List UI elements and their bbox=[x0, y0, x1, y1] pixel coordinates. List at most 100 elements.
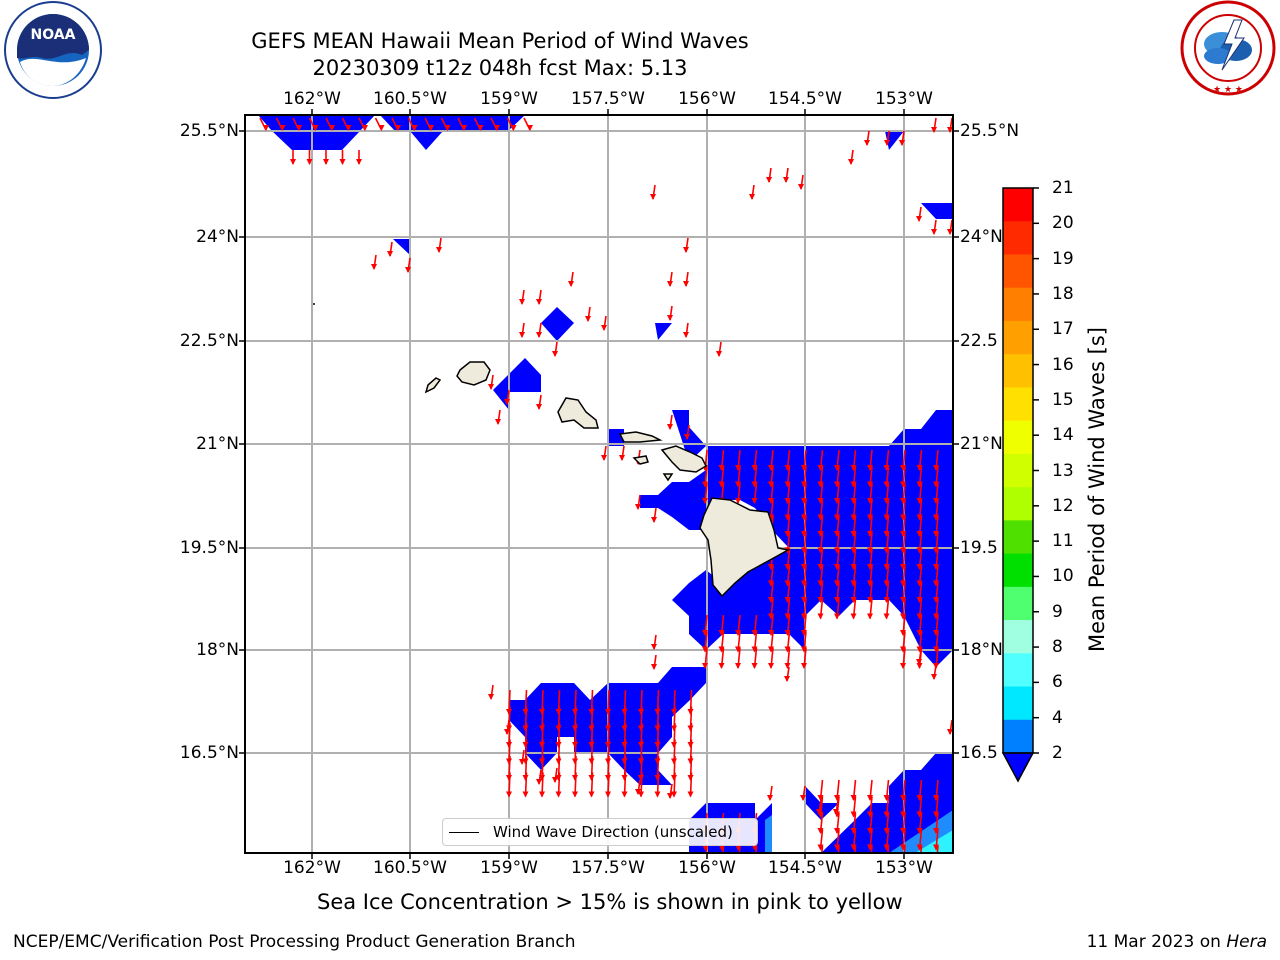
wind-wave-arrow bbox=[523, 117, 533, 131]
wind-wave-arrow bbox=[519, 289, 525, 305]
colorbar-extend-arrow bbox=[1001, 752, 1035, 783]
wind-wave-arrow bbox=[833, 799, 839, 815]
wind-wave-arrow bbox=[883, 598, 890, 620]
island-land bbox=[557, 397, 599, 429]
colorbar-swatch bbox=[1003, 719, 1033, 754]
wind-wave-arrow bbox=[947, 719, 953, 735]
wind-wave-arrow bbox=[374, 117, 385, 131]
wave-field-region bbox=[885, 131, 904, 150]
wind-wave-arrow bbox=[651, 634, 657, 650]
lat-tick-label-right: 18°N bbox=[960, 640, 1003, 660]
wind-wave-arrow bbox=[405, 257, 411, 273]
plot-frame bbox=[244, 114, 954, 854]
colorbar-tick-label: 14 bbox=[1052, 425, 1074, 446]
wind-wave-arrow bbox=[555, 772, 562, 798]
lon-tick-label-bottom: 159°W bbox=[480, 858, 538, 878]
wind-wave-arrow bbox=[621, 772, 628, 798]
lon-tick-label-bottom: 162°W bbox=[283, 858, 341, 878]
wind-wave-arrow bbox=[424, 117, 434, 131]
wind-wave-arrow bbox=[339, 150, 346, 165]
lon-tick-label-top: 153°W bbox=[875, 89, 933, 109]
wind-wave-arrow bbox=[684, 424, 690, 440]
wind-wave-arrow bbox=[619, 445, 625, 461]
island-land bbox=[456, 361, 491, 386]
lon-tick-label-bottom: 160.5°W bbox=[373, 858, 447, 878]
island-dot bbox=[313, 303, 315, 305]
footer-host: Hera bbox=[1226, 932, 1267, 952]
wind-wave-arrow bbox=[867, 598, 873, 620]
wind-wave-arrow bbox=[751, 647, 758, 669]
wind-wave-arrow bbox=[601, 445, 607, 461]
wind-wave-arrow bbox=[488, 374, 494, 390]
noaa-logo-text: NOAA bbox=[31, 27, 76, 43]
wind-wave-arrow bbox=[667, 414, 673, 430]
wind-wave-arrow bbox=[931, 219, 937, 235]
lon-tick-label-bottom: 154.5°W bbox=[768, 858, 842, 878]
wind-wave-arrow bbox=[931, 117, 937, 133]
wind-wave-arrow bbox=[801, 647, 807, 669]
wind-wave-arrow bbox=[768, 647, 774, 669]
colorbar-tick-label: 15 bbox=[1052, 389, 1074, 410]
wind-wave-arrow bbox=[325, 117, 335, 131]
wind-wave-arrow bbox=[407, 117, 418, 131]
colorbar-tick-label: 8 bbox=[1052, 637, 1063, 658]
colorbar-swatch bbox=[1003, 553, 1033, 588]
wind-wave-arrow bbox=[436, 237, 442, 253]
lat-tick-label-left: 16.5°N bbox=[179, 743, 239, 763]
wind-wave-arrow bbox=[490, 117, 500, 131]
wind-wave-arrow bbox=[522, 772, 529, 798]
wind-wave-arrow bbox=[798, 174, 804, 190]
lon-tick-label-bottom: 157.5°W bbox=[571, 858, 645, 878]
wind-wave-arrow bbox=[903, 845, 906, 853]
colorbar-swatch bbox=[1003, 586, 1033, 621]
colorbar-swatch bbox=[1003, 420, 1033, 455]
wind-wave-arrow bbox=[536, 394, 542, 410]
colorbar-swatch bbox=[1003, 254, 1033, 289]
wind-wave-arrow bbox=[702, 647, 708, 669]
lat-tick-label-right: 24°N bbox=[960, 227, 1003, 247]
wind-wave-arrow bbox=[341, 117, 352, 131]
wind-wave-arrow bbox=[650, 184, 656, 200]
wind-wave-arrow bbox=[504, 389, 510, 405]
wind-wave-arrow bbox=[848, 149, 854, 165]
wind-wave-arrow bbox=[683, 322, 689, 338]
lat-tick-label-left: 19.5°N bbox=[179, 538, 239, 558]
wind-wave-arrow bbox=[817, 598, 824, 620]
ice-caption: Sea Ice Concentration > 15% is shown in … bbox=[317, 890, 903, 914]
svg-text:★ ★ ★: ★ ★ ★ bbox=[1213, 85, 1243, 95]
lat-tick-label-left: 18°N bbox=[196, 640, 239, 660]
wave-field-region bbox=[493, 358, 541, 410]
lon-tick-label-top: 160.5°W bbox=[373, 89, 447, 109]
chart-subtitle: 20230309 t12z 048h fcst Max: 5.13 bbox=[312, 56, 688, 80]
wind-wave-arrow bbox=[371, 254, 377, 270]
wave-field-region bbox=[655, 323, 672, 340]
wind-wave-arrow bbox=[292, 117, 302, 131]
island-land bbox=[699, 497, 791, 598]
colorbar-swatch bbox=[1003, 620, 1033, 654]
colorbar-swatch bbox=[1003, 287, 1033, 322]
colorbar-tick-label: 2 bbox=[1052, 743, 1063, 763]
wave-field-region bbox=[706, 410, 953, 446]
wind-wave-arrow bbox=[900, 647, 906, 669]
colorbar-tick-label: 6 bbox=[1052, 672, 1063, 693]
wind-wave-arrow bbox=[936, 845, 939, 853]
wind-wave-arrow bbox=[721, 845, 725, 853]
colorbar-tick-label: 9 bbox=[1052, 601, 1063, 622]
wind-wave-arrow bbox=[800, 785, 806, 801]
legend-line-icon bbox=[449, 832, 479, 833]
wind-wave-arrow bbox=[308, 117, 319, 131]
wind-wave-arrow bbox=[853, 845, 857, 853]
wind-wave-arrow bbox=[588, 772, 595, 798]
lon-tick-label-bottom: 156°W bbox=[678, 858, 736, 878]
colorbar-tick-label: 12 bbox=[1052, 495, 1074, 516]
lat-tick-label-left: 25.5°N bbox=[179, 121, 239, 141]
lat-tick-label-right: 22.5 bbox=[960, 331, 998, 351]
wind-wave-arrow bbox=[919, 845, 923, 853]
wind-wave-arrow bbox=[651, 507, 657, 523]
wind-wave-arrow bbox=[654, 772, 661, 798]
wind-wave-arrow bbox=[635, 494, 641, 510]
wind-wave-arrow bbox=[275, 117, 286, 131]
wind-wave-arrow bbox=[820, 845, 824, 853]
wind-wave-arrow bbox=[635, 779, 641, 795]
